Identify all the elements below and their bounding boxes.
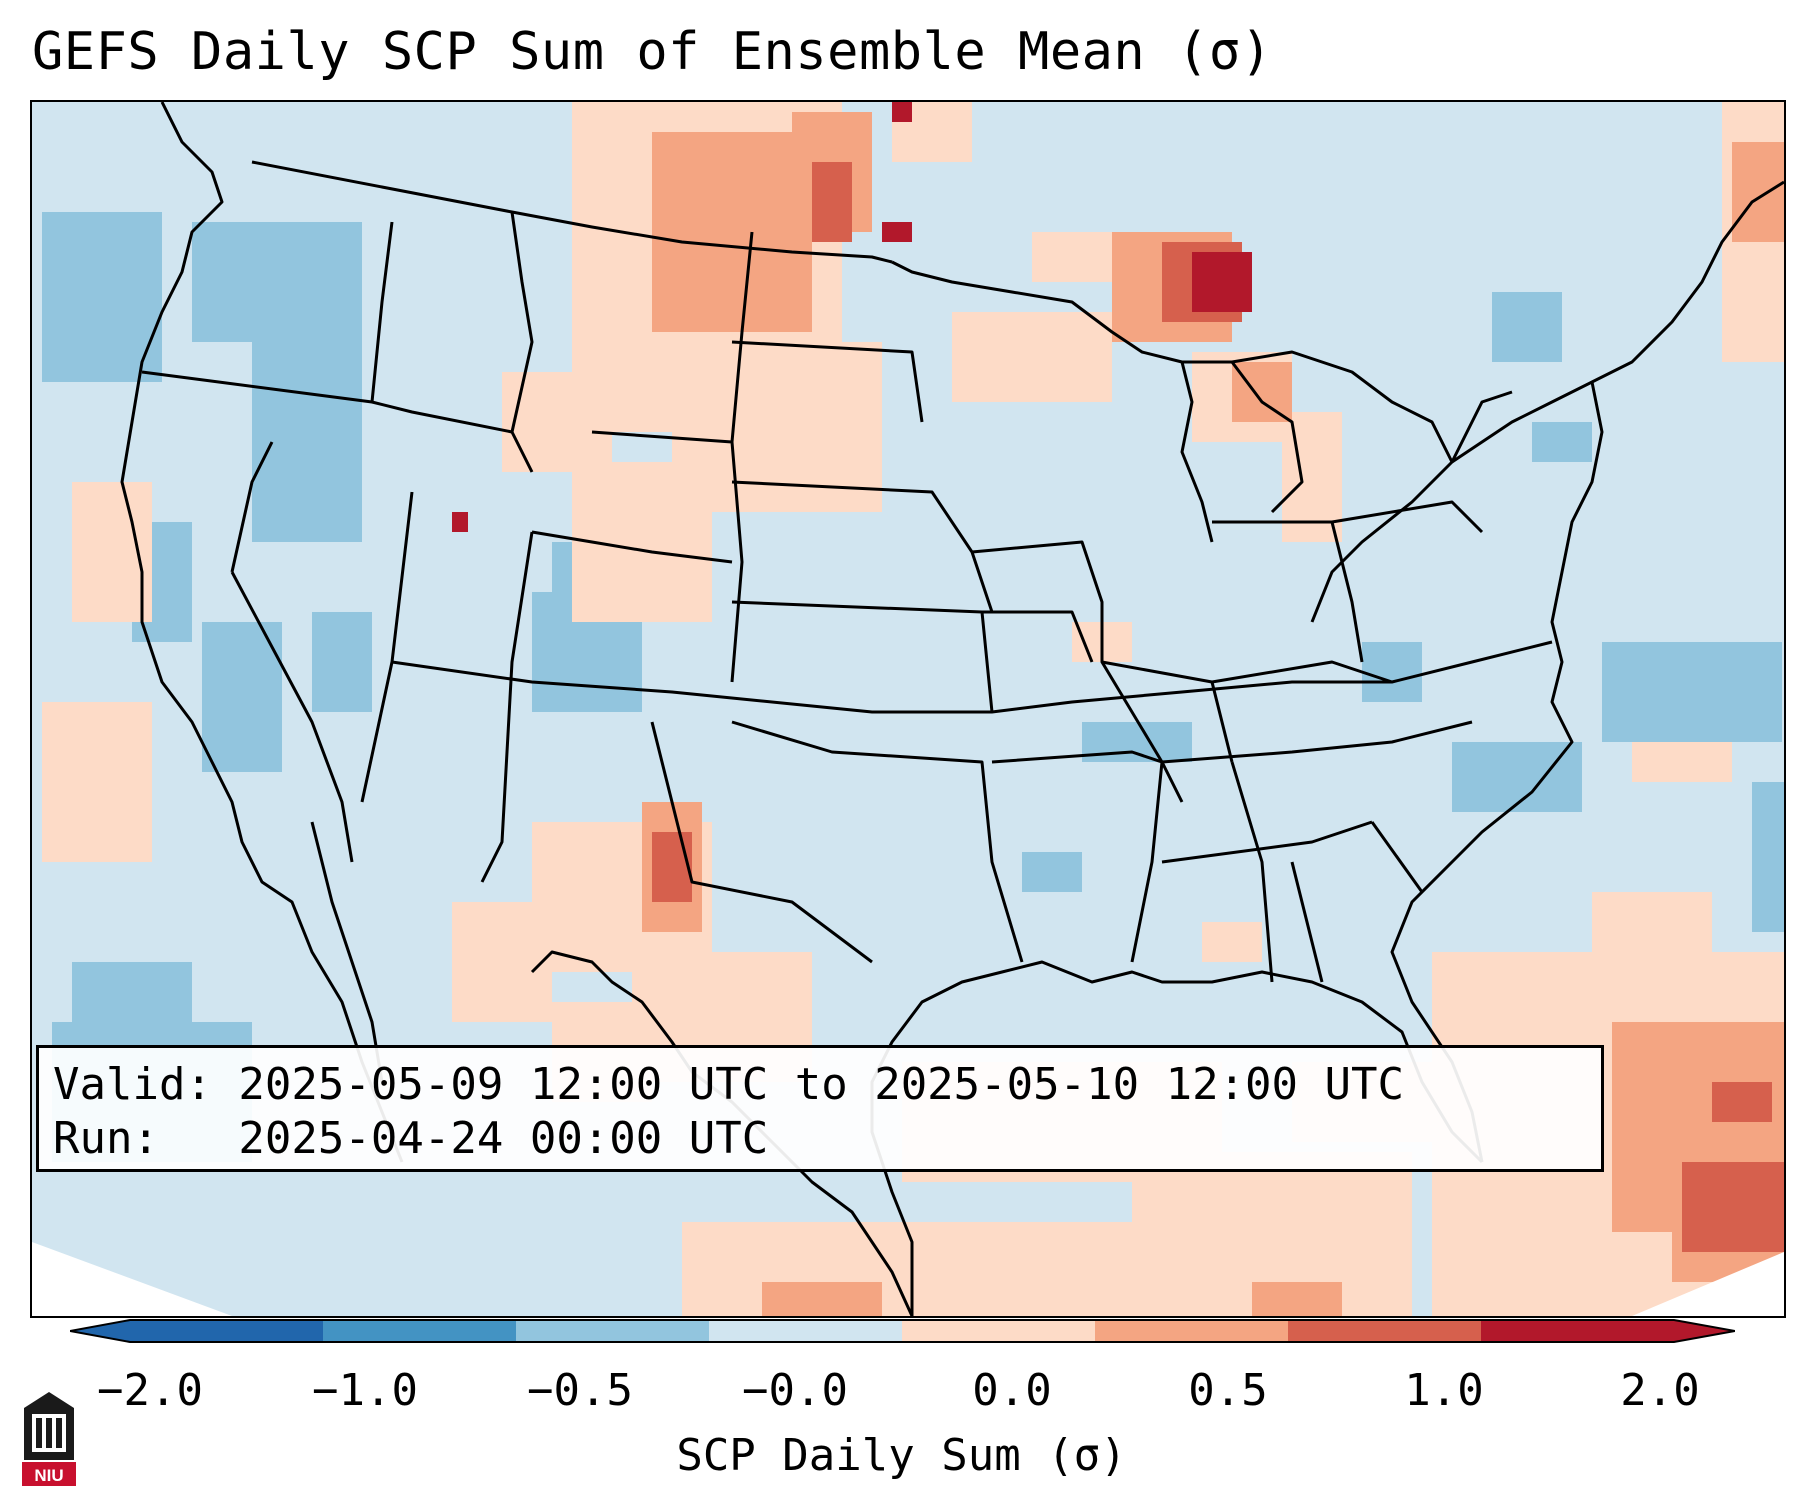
positive-anomaly-patch <box>1632 742 1732 782</box>
negative-anomaly-patch <box>1082 722 1192 762</box>
max-positive-patch <box>1192 252 1252 312</box>
state-line <box>650 721 873 964</box>
state-line <box>230 571 354 863</box>
colorbar <box>70 1319 1735 1343</box>
colorbar-tick: 1.0 <box>1404 1365 1484 1416</box>
valid-time-text: Valid: 2025-05-09 12:00 UTC to 2025-05-1… <box>53 1059 1405 1110</box>
max-positive-patch <box>882 222 912 242</box>
state-line <box>730 231 754 443</box>
positive-anomaly-patch <box>1282 412 1342 542</box>
state-line <box>731 720 1024 963</box>
positive-anomaly-patch <box>682 1222 1132 1316</box>
state-line <box>1211 660 1393 684</box>
strong-positive-patch <box>1682 1162 1784 1252</box>
moderate-positive-patch <box>1732 142 1784 242</box>
state-line <box>480 531 534 883</box>
state-line <box>731 600 994 713</box>
negative-anomaly-patch <box>202 622 282 772</box>
negative-anomaly-patch <box>1532 422 1592 462</box>
colorbar-tick: −0.5 <box>527 1365 633 1416</box>
state-line <box>731 480 994 613</box>
positive-anomaly-patch <box>72 482 152 622</box>
colorbar-bin <box>902 1320 1095 1342</box>
colorbar-tick: 0.5 <box>1188 1365 1268 1416</box>
state-line <box>1161 820 1373 864</box>
positive-anomaly-patch <box>42 702 152 862</box>
negative-anomaly-patch <box>72 962 192 1022</box>
positive-anomaly-patch <box>1202 922 1262 962</box>
atlantic-coastline <box>1390 381 1604 1163</box>
positive-anomaly-patch <box>952 312 1112 402</box>
state-line <box>531 530 733 564</box>
state-line <box>971 540 1184 803</box>
colorbar-min-arrow <box>70 1320 130 1342</box>
validity-info-box: Valid: 2025-05-09 12:00 UTC to 2025-05-1… <box>36 1045 1604 1172</box>
moderate-positive-patch <box>652 132 812 332</box>
projection-edge <box>32 1242 232 1316</box>
colorbar-label: SCP Daily Sum (σ) <box>676 1430 1127 1481</box>
colorbar-tick: 2.0 <box>1620 1365 1700 1416</box>
state-line <box>1230 761 1274 983</box>
negative-anomaly-patch <box>1362 642 1422 702</box>
state-line <box>391 640 1553 714</box>
negative-anomaly-patch <box>1022 852 1082 892</box>
state-line <box>230 441 274 573</box>
colorbar-bin <box>1288 1320 1481 1342</box>
colorbar-bin <box>1481 1320 1674 1342</box>
niu-logo: NIU <box>22 1392 76 1486</box>
projection-edge <box>1632 1252 1784 1316</box>
state-line <box>141 370 534 473</box>
colorbar-bin <box>130 1320 323 1342</box>
colorbar-tick: −1.0 <box>312 1365 418 1416</box>
northeast-coast <box>1451 180 1784 464</box>
colorbar-bin <box>323 1320 516 1342</box>
state-line <box>1212 520 1364 663</box>
lake-michigan <box>1180 361 1214 543</box>
state-line <box>982 610 1094 663</box>
colorbar-tick: −2.0 <box>97 1365 203 1416</box>
strong-positive-patch <box>1712 1082 1772 1122</box>
negative-anomaly-patch <box>312 612 372 712</box>
colorbar-bin <box>516 1320 709 1342</box>
negative-anomaly-patch <box>1752 782 1784 932</box>
strong-positive-patch <box>652 832 692 902</box>
negative-anomaly-patch <box>1492 292 1562 362</box>
moderate-positive-patch <box>762 1282 882 1316</box>
baja-coast <box>310 821 384 1083</box>
negative-anomaly-patch <box>1602 642 1782 742</box>
negative-anomaly-patch <box>42 212 162 382</box>
colorbar-tick: 0.0 <box>972 1365 1052 1416</box>
moderate-positive-patch <box>1252 1282 1342 1316</box>
state-line <box>1161 720 1473 764</box>
positive-anomaly-patch <box>1592 892 1712 962</box>
run-time-text: Run: 2025-04-24 00:00 UTC <box>53 1113 769 1164</box>
state-line <box>591 430 744 683</box>
positive-anomaly-patch <box>452 902 552 1022</box>
colorbar-bin <box>1095 1320 1288 1342</box>
positive-anomaly-patch <box>502 372 612 472</box>
colorbar-tick: −0.0 <box>742 1365 848 1416</box>
max-positive-patch <box>452 512 468 532</box>
colorbar-bin <box>709 1320 902 1342</box>
state-line <box>1290 861 1324 983</box>
pacific-coastline <box>120 102 404 1163</box>
negative-anomaly-patch <box>252 342 362 542</box>
max-positive-patch <box>892 102 912 122</box>
state-line <box>1450 390 1513 463</box>
lake-huron <box>1230 361 1304 514</box>
negative-anomaly-patch <box>1452 742 1582 812</box>
state-line <box>1370 821 1424 893</box>
strong-positive-patch <box>812 162 852 242</box>
state-line <box>510 211 534 433</box>
map-title: GEFS Daily SCP Sum of Ensemble Mean (σ) <box>32 22 1273 82</box>
svg-text:NIU: NIU <box>34 1466 63 1485</box>
state-line <box>731 340 924 423</box>
positive-anomaly-patch <box>1032 232 1112 282</box>
state-line <box>1331 500 1484 534</box>
negative-anomaly-patch <box>192 222 362 342</box>
colorbar-max-arrow <box>1674 1320 1735 1342</box>
state-line <box>370 221 394 403</box>
moderate-positive-patch <box>1232 362 1292 422</box>
